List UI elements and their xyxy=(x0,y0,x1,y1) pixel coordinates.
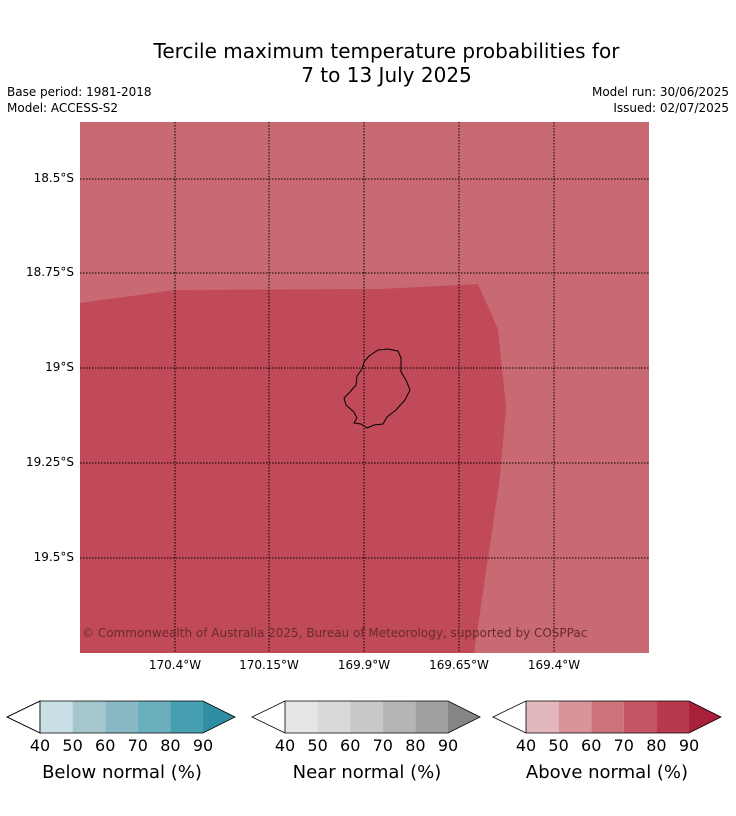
probability-map: © Commonwealth of Australia 2025, Bureau… xyxy=(80,122,649,653)
colorbar-bin xyxy=(170,701,203,733)
colorbar-under-triangle xyxy=(493,701,526,733)
tick-label: 80 xyxy=(405,736,426,755)
colorbar-bin xyxy=(526,701,559,733)
colorbar-bin xyxy=(415,701,448,733)
colorbar-bin xyxy=(350,701,383,733)
lon-label: 169.65°W xyxy=(429,658,489,672)
colorbar-bin xyxy=(40,701,73,733)
colorbar-bin xyxy=(623,701,657,733)
colorbar-bin xyxy=(105,701,138,733)
tick-label: 50 xyxy=(548,736,569,755)
tick-label: 50 xyxy=(62,736,83,755)
colorbar-label-below: Below normal (%) xyxy=(42,762,202,783)
colorbar-under-triangle xyxy=(252,701,285,733)
colorbar-under-triangle xyxy=(6,700,41,734)
colorbar-bin xyxy=(591,701,624,733)
copyright-notice: © Commonwealth of Australia 2025, Bureau… xyxy=(82,626,588,640)
lat-label: 18.75°S xyxy=(26,265,74,279)
metadata-right: Model run: 30/06/2025 Issued: 02/07/2025 xyxy=(592,84,729,116)
lat-label: 19°S xyxy=(45,360,74,374)
issued-date: Issued: 02/07/2025 xyxy=(613,101,729,115)
tick-label: 90 xyxy=(678,736,700,755)
lat-label: 19.5°S xyxy=(33,550,74,564)
tick-label: 70 xyxy=(613,736,634,755)
tick-label: 90 xyxy=(437,736,459,755)
tick-label: 40 xyxy=(274,736,296,755)
model-run: Model run: 30/06/2025 xyxy=(591,85,729,99)
lat-label: 18.5°S xyxy=(33,171,74,185)
colorbar-bin xyxy=(317,701,351,733)
tick-label: 70 xyxy=(127,736,148,755)
graticule xyxy=(80,122,649,653)
map-svg xyxy=(80,122,649,653)
colorbar-over-triangle xyxy=(448,701,480,733)
tick-label: 80 xyxy=(646,736,667,755)
colorbar-near-normal xyxy=(251,700,481,734)
colorbar-bin xyxy=(558,701,592,733)
colorbar-segments xyxy=(492,700,722,734)
colorbar-bin xyxy=(72,701,106,733)
tick-label: 50 xyxy=(307,736,328,755)
lon-label: 169.9°W xyxy=(337,658,391,672)
colorbar-bin xyxy=(382,701,416,733)
colorbar-outline xyxy=(251,700,481,734)
tick-label: 60 xyxy=(340,736,361,755)
lon-label: 170.4°W xyxy=(148,658,202,672)
tick-label: 70 xyxy=(372,736,393,755)
lat-label: 19.25°S xyxy=(26,455,74,469)
colorbar-over-triangle xyxy=(203,701,235,733)
lon-label: 169.4°W xyxy=(527,658,581,672)
colorbar-outline xyxy=(492,700,722,734)
tick-label: 40 xyxy=(29,736,51,755)
island-coastline xyxy=(343,348,411,429)
above-normal-70-80-region xyxy=(80,284,506,653)
title-line-2: 7 to 13 July 2025 xyxy=(301,63,472,87)
colorbar-label-above: Above normal (%) xyxy=(525,762,689,783)
colorbar-over-triangle xyxy=(689,701,721,733)
colorbar-bin xyxy=(285,701,318,733)
model-name: Model: ACCESS-S2 xyxy=(7,101,119,115)
title-line-1: Tercile maximum temperature probabilitie… xyxy=(153,39,620,63)
tick-label: 40 xyxy=(515,736,537,755)
colorbar-above-normal xyxy=(492,700,722,734)
tick-label: 80 xyxy=(160,736,181,755)
lon-label: 170.15°W xyxy=(239,658,299,672)
colorbar-outline xyxy=(6,700,236,734)
colorbar-bin xyxy=(656,701,689,733)
colorbar-segments xyxy=(6,700,236,734)
colorbar-label-near: Near normal (%) xyxy=(292,762,442,783)
colorbar-segments xyxy=(251,700,481,734)
tick-label: 60 xyxy=(95,736,116,755)
tick-label: 60 xyxy=(581,736,602,755)
tick-label: 90 xyxy=(192,736,214,755)
colorbar-bin xyxy=(137,701,171,733)
colorbar-below-normal xyxy=(6,700,236,734)
base-period: Base period: 1981-2018 xyxy=(7,85,152,99)
metadata-left: Base period: 1981-2018 Model: ACCESS-S2 xyxy=(7,84,152,116)
chart-title: Tercile maximum temperature probabilitie… xyxy=(0,39,736,87)
